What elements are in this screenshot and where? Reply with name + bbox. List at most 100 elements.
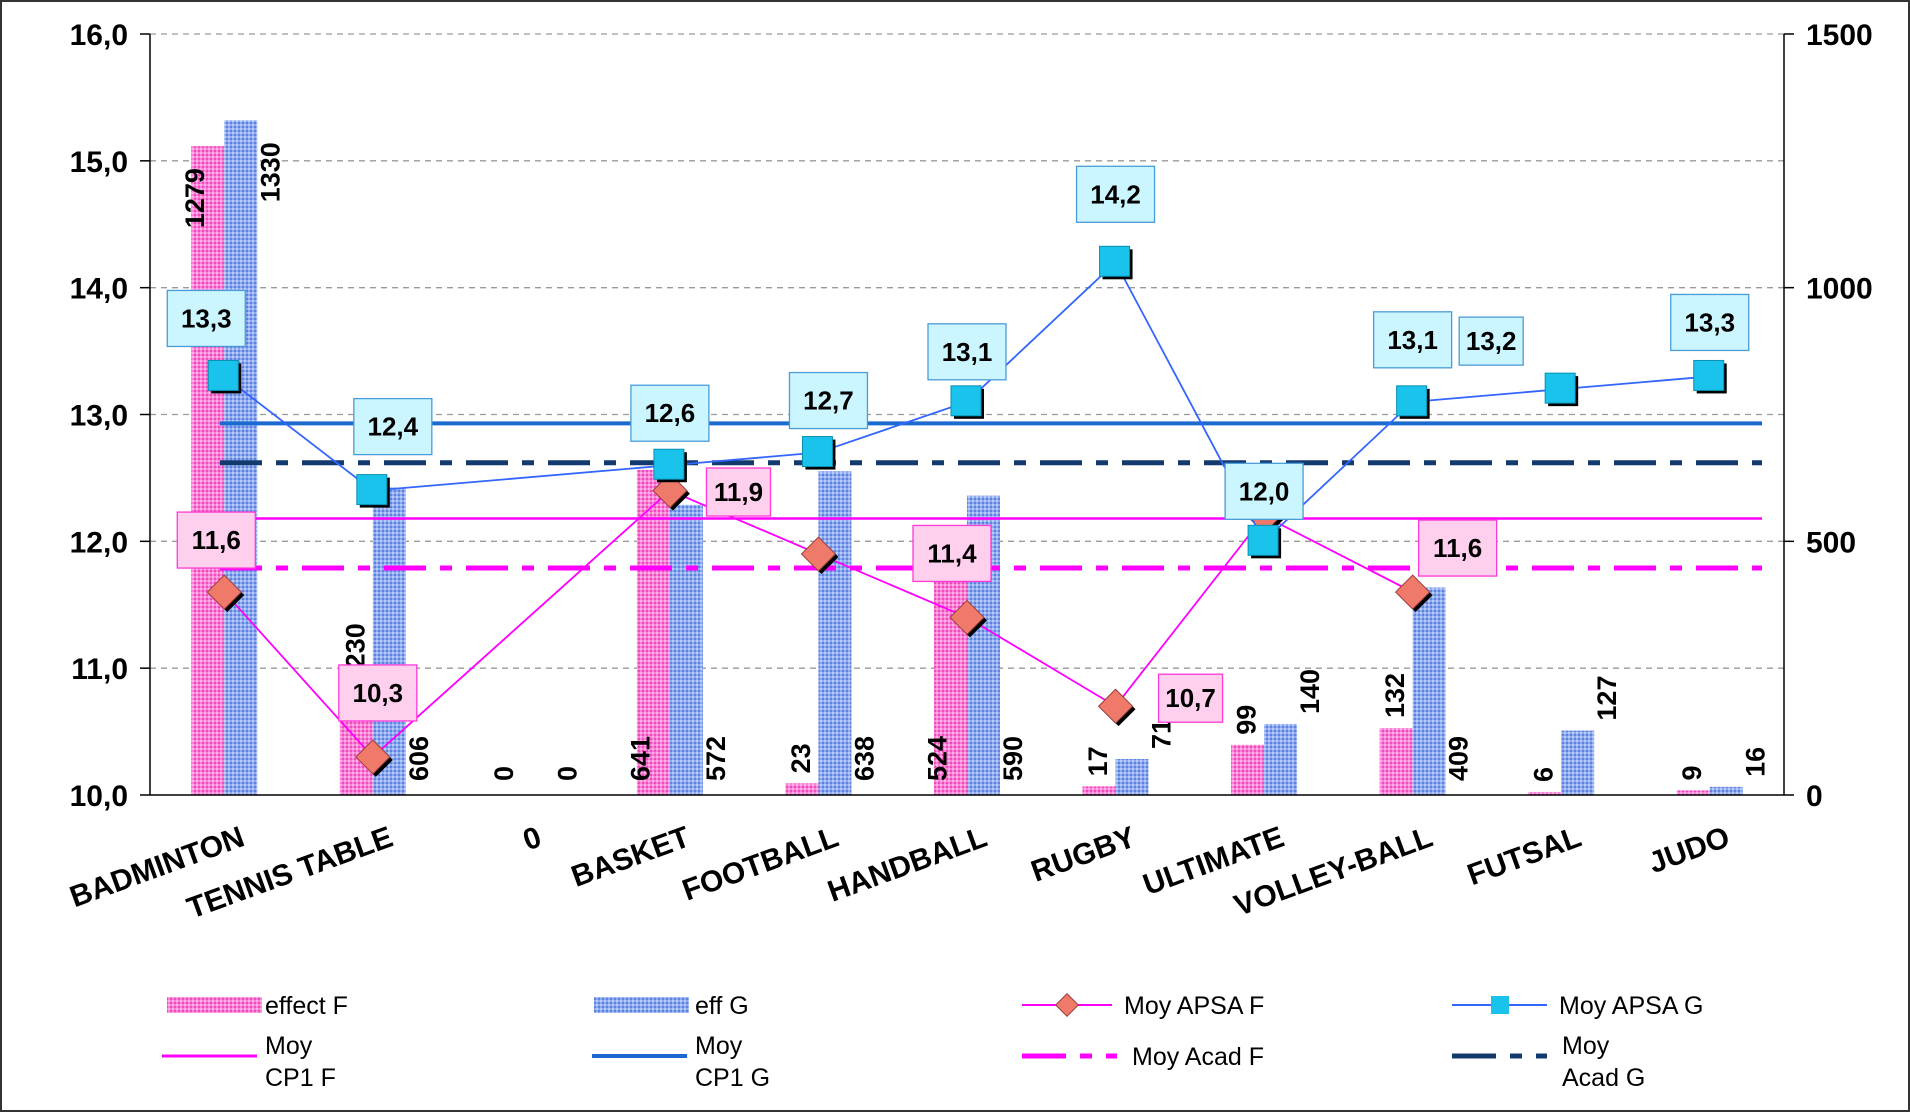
bar-value-label-eff-g-0: 0 bbox=[552, 766, 582, 781]
left-axis-tick-label: 16,0 bbox=[70, 19, 128, 52]
category-label-basket: BASKET bbox=[567, 821, 694, 894]
bars-layer bbox=[191, 120, 1743, 796]
marker-moy-apsa-g-tennis-table bbox=[356, 474, 390, 508]
legend-swatch-eff-g bbox=[594, 997, 689, 1013]
point-label-moy-apsa-g-volley-ball: 13,1 bbox=[1372, 311, 1453, 369]
bar-eff-g-judo bbox=[1709, 786, 1743, 795]
legend-swatch-moy-apsa-f bbox=[1022, 992, 1112, 1018]
category-label-handball: HANDBALL bbox=[824, 821, 992, 909]
legend-label-moy-apsa-f: Moy APSA F bbox=[1124, 992, 1264, 1020]
bar-value-label-effect-f-rugby: 17 bbox=[1083, 746, 1113, 776]
svg-text:10,7: 10,7 bbox=[1165, 683, 1216, 713]
svg-text:13,2: 13,2 bbox=[1466, 326, 1517, 356]
bar-effect-f-basket bbox=[636, 469, 670, 795]
svg-text:13,3: 13,3 bbox=[1684, 307, 1735, 337]
marker-moy-apsa-g-football bbox=[801, 436, 836, 470]
bar-value-label-eff-g-futsal: 127 bbox=[1592, 676, 1622, 721]
svg-text:11,4: 11,4 bbox=[927, 538, 977, 568]
marker-moy-apsa-g-rugby bbox=[1099, 245, 1133, 280]
point-label-moy-apsa-f-volley-ball: 11,6 bbox=[1417, 519, 1498, 577]
marker-moy-apsa-g-volley-ball bbox=[1396, 385, 1430, 419]
svg-text:11,6: 11,6 bbox=[1433, 533, 1482, 563]
point-label-moy-apsa-g-handball: 13,1 bbox=[927, 323, 1007, 381]
category-label-0: 0 bbox=[519, 821, 546, 858]
marker-moy-apsa-g-ultimate bbox=[1247, 524, 1282, 559]
marker-moy-apsa-f-rugby bbox=[1097, 688, 1136, 727]
bar-value-label-effect-f-basket: 641 bbox=[625, 736, 655, 781]
series-lines-layer bbox=[206, 245, 1727, 777]
bar-value-label-eff-g-ultimate: 140 bbox=[1295, 669, 1325, 714]
bar-effect-f-football bbox=[785, 783, 819, 795]
bar-eff-g-basket bbox=[669, 504, 703, 795]
marker-moy-apsa-g-handball bbox=[950, 385, 984, 419]
category-label-judo: JUDO bbox=[1645, 821, 1735, 881]
svg-text:13,1: 13,1 bbox=[1387, 325, 1438, 355]
marker-moy-apsa-g-basket bbox=[653, 448, 687, 483]
bar-effect-f-ultimate bbox=[1231, 744, 1265, 795]
bar-value-label-effect-f-handball: 524 bbox=[923, 736, 953, 781]
svg-text:11,6: 11,6 bbox=[192, 525, 241, 555]
marker-moy-apsa-g-futsal bbox=[1544, 372, 1579, 407]
bar-value-label-effect-f-football: 23 bbox=[786, 743, 816, 773]
point-label-moy-apsa-f-badminton: 11,6 bbox=[176, 511, 256, 569]
bar-eff-g-volley-ball bbox=[1412, 587, 1446, 795]
point-label-moy-apsa-f-rugby: 10,7 bbox=[1157, 673, 1224, 723]
bar-eff-g-futsal bbox=[1561, 730, 1595, 795]
bar-value-label-eff-g-judo: 16 bbox=[1741, 747, 1771, 777]
bar-value-label-eff-g-tennis-table: 606 bbox=[404, 736, 434, 781]
legend-label-moy-acad-g-line1: Moy bbox=[1562, 1032, 1610, 1060]
category-label-rugby: RUGBY bbox=[1027, 821, 1140, 889]
point-label-moy-apsa-g-futsal: 13,2 bbox=[1458, 316, 1524, 366]
svg-text:12,6: 12,6 bbox=[645, 398, 696, 428]
bar-effect-f-badminton bbox=[191, 146, 225, 795]
point-labels-layer: 11,6 10,3 11,9 11,4 10,7 11,6 13,3 12,4 12,6 12,7… bbox=[166, 165, 1750, 723]
left-axis-tick-label: 11,0 bbox=[71, 653, 128, 686]
left-axis-tick-label: 12,0 bbox=[70, 526, 128, 559]
bar-value-label-eff-g-basket: 572 bbox=[701, 736, 731, 781]
right-axis-tick-label: 1000 bbox=[1806, 273, 1873, 306]
legend-label-moy-cp1-g-line1: Moy bbox=[695, 1032, 743, 1060]
marker-moy-apsa-g-judo bbox=[1693, 359, 1727, 394]
bar-eff-g-rugby bbox=[1115, 758, 1149, 795]
series-line-moy-apsa-f bbox=[223, 489, 1414, 759]
point-label-moy-apsa-f-football: 11,9 bbox=[705, 467, 772, 517]
point-label-moy-apsa-g-ultimate: 12,0 bbox=[1224, 462, 1304, 520]
bar-value-label-eff-g-badminton: 1330 bbox=[255, 142, 285, 202]
svg-text:12,4: 12,4 bbox=[368, 412, 419, 442]
svg-text:11,9: 11,9 bbox=[714, 477, 763, 507]
bar-effect-f-volley-ball bbox=[1379, 728, 1413, 795]
legend-label-moy-cp1-f-line2: CP1 F bbox=[265, 1064, 336, 1092]
bar-eff-g-ultimate bbox=[1264, 723, 1298, 795]
marker-moy-apsa-f-tennis-table bbox=[355, 739, 393, 777]
bar-eff-g-badminton bbox=[224, 120, 258, 796]
legend: effect F eff G Moy APSA F Moy APSA G Moy CP1 … bbox=[162, 992, 1704, 1092]
legend-swatch-moy-apsa-g bbox=[1452, 996, 1547, 1014]
bar-effect-f-futsal bbox=[1528, 791, 1562, 795]
legend-label-moy-acad-g-line2: Acad G bbox=[1562, 1064, 1645, 1092]
marker-moy-apsa-f-football bbox=[800, 536, 839, 574]
point-label-moy-apsa-g-rugby: 14,2 bbox=[1075, 165, 1156, 223]
bar-value-label-effect-f-ultimate: 99 bbox=[1232, 705, 1262, 735]
bar-eff-g-football bbox=[818, 471, 852, 795]
bar-value-label-eff-g-handball: 590 bbox=[998, 736, 1028, 781]
bar-value-label-effect-f-badminton: 1279 bbox=[180, 168, 210, 228]
marker-moy-apsa-f-badminton bbox=[206, 574, 245, 613]
legend-label-effect-f: effect F bbox=[265, 992, 348, 1020]
bar-value-label-effect-f-0: 0 bbox=[489, 766, 519, 781]
svg-text:13,3: 13,3 bbox=[181, 303, 232, 333]
marker-moy-apsa-g-badminton bbox=[207, 359, 242, 394]
point-label-moy-apsa-g-basket: 12,6 bbox=[630, 384, 710, 442]
point-label-moy-apsa-f-tennis-table: 10,3 bbox=[338, 664, 418, 722]
right-axis-tick-label: 0 bbox=[1806, 780, 1823, 813]
bar-value-label-eff-g-football: 638 bbox=[849, 736, 879, 781]
right-axis-tick-label: 1500 bbox=[1806, 19, 1873, 52]
legend-label-moy-apsa-g: Moy APSA G bbox=[1559, 992, 1704, 1020]
marker-moy-apsa-f-volley-ball bbox=[1394, 574, 1433, 613]
bar-value-label-eff-g-rugby: 71 bbox=[1147, 719, 1177, 749]
bar-effect-f-judo bbox=[1676, 790, 1710, 795]
legend-label-moy-acad-f: Moy Acad F bbox=[1132, 1043, 1264, 1071]
bar-value-label-eff-g-volley-ball: 409 bbox=[1444, 736, 1474, 781]
svg-text:12,0: 12,0 bbox=[1239, 476, 1290, 506]
